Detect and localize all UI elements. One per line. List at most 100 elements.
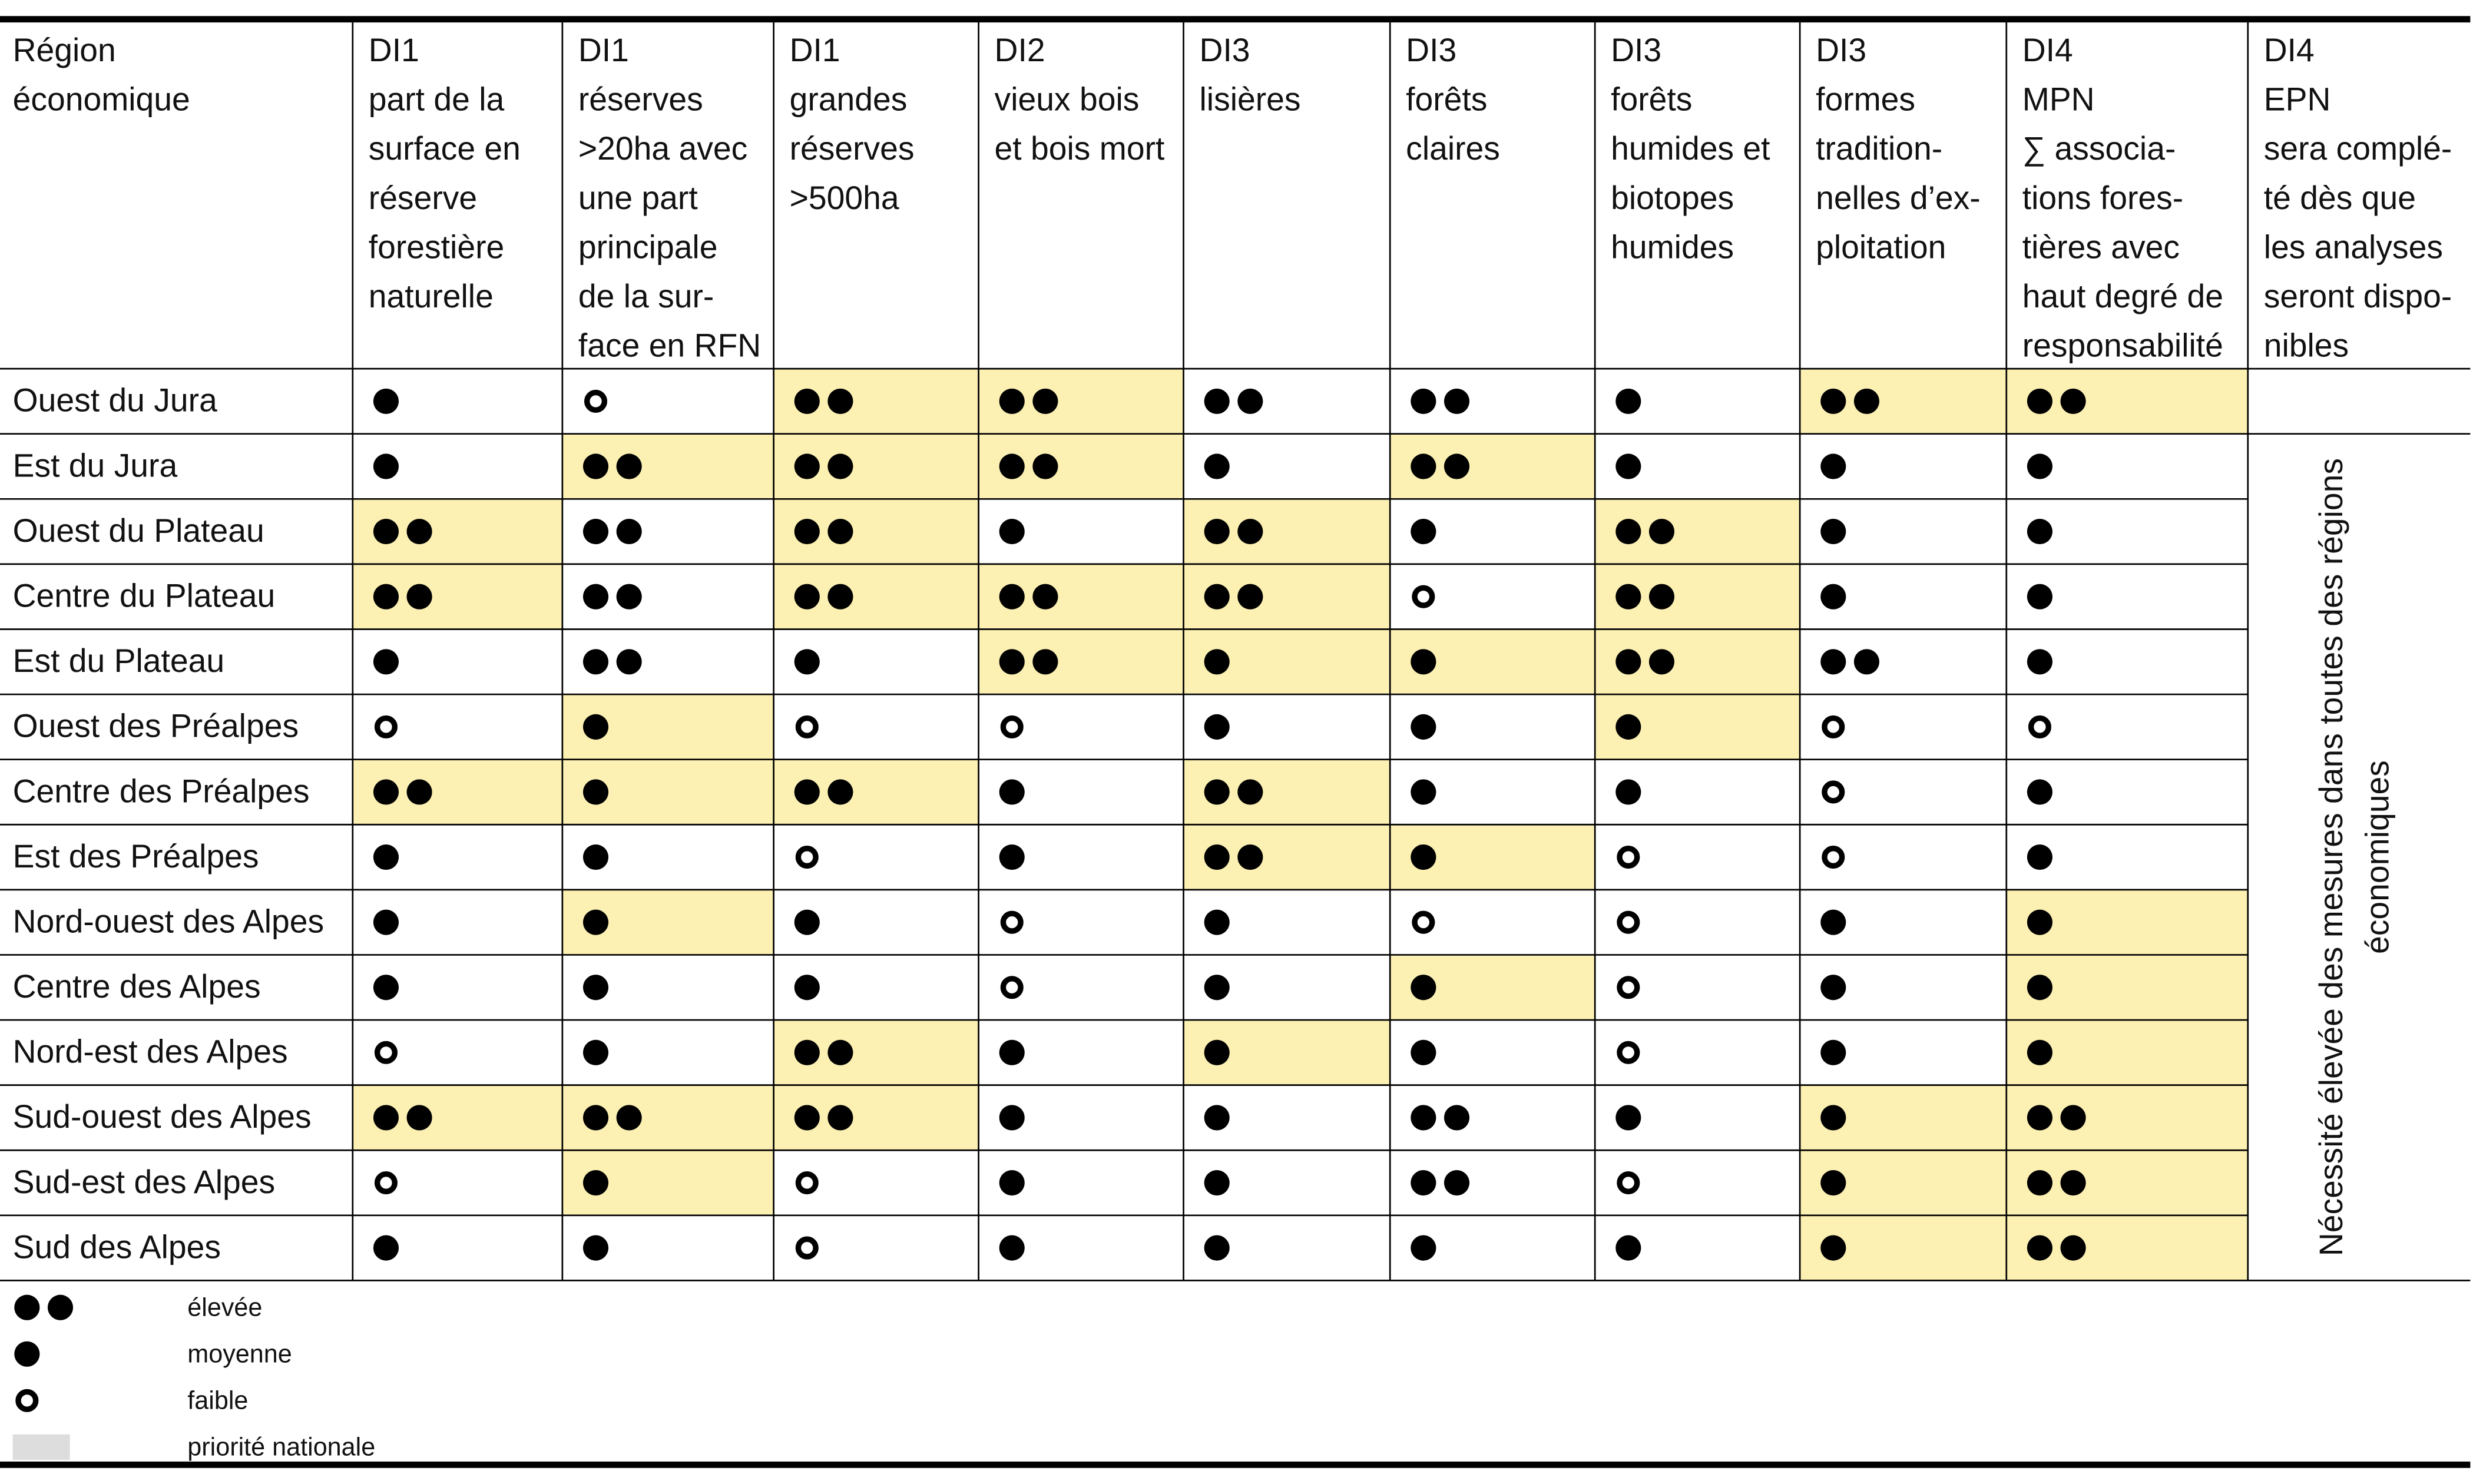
dot: [827, 779, 853, 805]
dot: [2027, 844, 2053, 870]
dot: [1204, 909, 1230, 935]
legend-label: moyenne: [187, 1340, 292, 1368]
dot: [999, 453, 1025, 479]
dot: [47, 1294, 74, 1320]
ring: [795, 1236, 819, 1260]
header-text: nelles d’ex-: [1816, 180, 1981, 216]
dot: [1237, 388, 1263, 414]
region-label: Sud des Alpes: [13, 1228, 221, 1265]
dot: [373, 584, 399, 610]
dot: [999, 1170, 1025, 1196]
dot: [1820, 975, 1846, 1001]
ring: [1412, 585, 1435, 608]
header-text: EPN: [2264, 81, 2331, 118]
header-text: surface en: [369, 130, 521, 167]
dot: [1411, 1170, 1436, 1196]
ring: [15, 1389, 39, 1412]
ring: [374, 1171, 398, 1195]
region-label: Ouest du Plateau: [13, 512, 264, 549]
dot: [1237, 584, 1263, 610]
dot: [1411, 844, 1436, 870]
dot: [794, 1039, 820, 1065]
dot: [827, 584, 853, 610]
dot: [794, 1105, 820, 1131]
dot: [827, 453, 853, 479]
dot: [1204, 649, 1230, 675]
dot: [999, 388, 1025, 414]
header-text: de la sur-: [578, 278, 714, 314]
header-text: DI2: [995, 32, 1045, 68]
header-text: claires: [1406, 130, 1500, 167]
dot: [582, 1039, 609, 1065]
header-text: DI4: [2022, 32, 2073, 68]
dot: [1204, 453, 1230, 479]
ring: [1822, 846, 1845, 869]
dot: [582, 714, 609, 740]
header-text: vieux bois: [995, 81, 1140, 118]
dot: [1411, 1105, 1436, 1131]
dot: [1032, 649, 1058, 675]
header-text: humides: [1611, 228, 1734, 265]
dot: [582, 975, 609, 1001]
dot: [2027, 388, 2053, 414]
dot: [1204, 844, 1230, 870]
header-text: DI3: [1200, 32, 1250, 68]
dot: [373, 779, 399, 805]
dot: [1204, 1039, 1230, 1065]
dot: [1204, 714, 1230, 740]
ring: [1822, 780, 1845, 804]
dot: [1411, 1235, 1436, 1261]
region-label: Centre des Alpes: [13, 968, 261, 1005]
region-label: Sud-ouest des Alpes: [13, 1098, 312, 1135]
dot: [1204, 975, 1230, 1001]
dot: [794, 584, 820, 610]
dot: [373, 649, 399, 675]
ring: [2028, 715, 2051, 738]
ring: [374, 1041, 398, 1064]
header-text: réserve: [369, 180, 477, 216]
dot: [1615, 714, 1641, 740]
dot: [582, 519, 609, 545]
header-text: tions fores-: [2022, 180, 2183, 216]
header-text: forêts: [1406, 81, 1487, 118]
ring: [1412, 910, 1435, 934]
region-label: Nord-ouest des Alpes: [13, 903, 325, 939]
dot: [1204, 519, 1230, 545]
header-text: nibles: [2264, 327, 2349, 364]
header-text: une part: [578, 180, 698, 216]
header-text: DI1: [790, 32, 840, 68]
header-text: réserves: [578, 81, 703, 118]
dot: [2027, 1105, 2053, 1131]
dot: [999, 779, 1025, 805]
dot: [827, 1039, 853, 1065]
dot: [1237, 519, 1263, 545]
dot: [582, 649, 609, 675]
ring: [1822, 715, 1845, 738]
header-text: biotopes: [1611, 180, 1734, 216]
dot: [1853, 388, 1879, 414]
dot: [616, 649, 642, 675]
dot: [2027, 909, 2053, 935]
dot: [2027, 519, 2053, 545]
dot: [794, 388, 820, 414]
header-text: MPN: [2022, 81, 2095, 118]
ring: [1617, 1171, 1640, 1195]
header-text: part de la: [369, 81, 505, 118]
ring: [1000, 976, 1024, 999]
dot: [1411, 453, 1436, 479]
header-text: humides et: [1611, 130, 1770, 167]
ring: [584, 389, 608, 413]
note-text: économiques: [2359, 760, 2395, 954]
dot: [1820, 1039, 1846, 1065]
header-text: DI1: [578, 32, 629, 68]
ring: [374, 715, 398, 738]
dot: [1615, 388, 1641, 414]
dot: [582, 584, 609, 610]
dot: [794, 975, 820, 1001]
dot: [999, 1105, 1025, 1131]
ring: [1000, 715, 1024, 738]
dot: [1411, 714, 1436, 740]
dot: [582, 779, 609, 805]
ring: [1617, 910, 1640, 934]
